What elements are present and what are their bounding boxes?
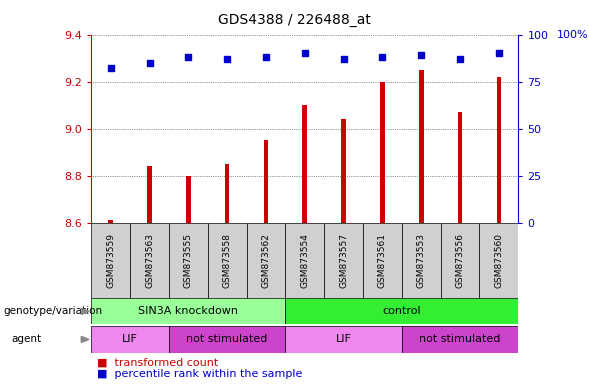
Text: LIF: LIF (336, 334, 352, 344)
Text: 100%: 100% (557, 30, 589, 40)
Bar (419, 70, 423, 223)
Bar (286, 326, 402, 353)
Bar (186, 175, 191, 223)
Bar (169, 326, 286, 353)
Text: GSM873557: GSM873557 (339, 233, 348, 288)
Text: GSM873563: GSM873563 (145, 233, 154, 288)
Bar (402, 223, 441, 298)
Bar (303, 105, 307, 223)
Bar (91, 223, 130, 298)
Bar (208, 223, 247, 298)
Text: not stimulated: not stimulated (187, 334, 268, 344)
Text: GSM873554: GSM873554 (300, 233, 309, 288)
Text: GSM873558: GSM873558 (223, 233, 231, 288)
Bar (169, 223, 208, 298)
Bar (108, 220, 113, 223)
Bar (479, 223, 518, 298)
Point (455, 56, 465, 62)
Text: GSM873556: GSM873556 (455, 233, 465, 288)
Bar (247, 223, 286, 298)
Bar (91, 326, 169, 353)
Bar (341, 119, 346, 223)
Point (223, 56, 232, 62)
Bar (130, 223, 169, 298)
Text: ■  percentile rank within the sample: ■ percentile rank within the sample (97, 369, 303, 379)
Text: GSM873555: GSM873555 (184, 233, 193, 288)
Point (300, 50, 310, 56)
Text: GSM873562: GSM873562 (262, 233, 270, 288)
Point (339, 56, 348, 62)
Bar (363, 223, 402, 298)
Point (145, 60, 154, 66)
Text: SIN3A knockdown: SIN3A knockdown (138, 306, 239, 316)
Point (416, 52, 426, 58)
Point (262, 54, 271, 60)
Text: genotype/variation: genotype/variation (3, 306, 102, 316)
Text: not stimulated: not stimulated (419, 334, 501, 344)
Text: GSM873561: GSM873561 (378, 233, 387, 288)
Text: LIF: LIF (122, 334, 138, 344)
Text: GSM873560: GSM873560 (494, 233, 504, 288)
Bar (225, 164, 230, 223)
Bar (497, 77, 501, 223)
Bar (286, 223, 324, 298)
Bar (441, 223, 479, 298)
Point (378, 54, 387, 60)
Bar (286, 298, 518, 324)
Point (184, 54, 193, 60)
Bar (458, 112, 462, 223)
Point (494, 50, 504, 56)
Bar (147, 166, 152, 223)
Bar (264, 141, 269, 223)
Text: GDS4388 / 226488_at: GDS4388 / 226488_at (218, 13, 371, 27)
Text: agent: agent (12, 334, 42, 344)
Text: GSM873553: GSM873553 (417, 233, 426, 288)
Bar (380, 82, 385, 223)
Point (106, 65, 115, 71)
Text: ■  transformed count: ■ transformed count (97, 358, 219, 368)
Bar (91, 298, 286, 324)
Bar (324, 223, 363, 298)
Text: control: control (382, 306, 421, 316)
Bar (402, 326, 518, 353)
Text: GSM873559: GSM873559 (106, 233, 115, 288)
